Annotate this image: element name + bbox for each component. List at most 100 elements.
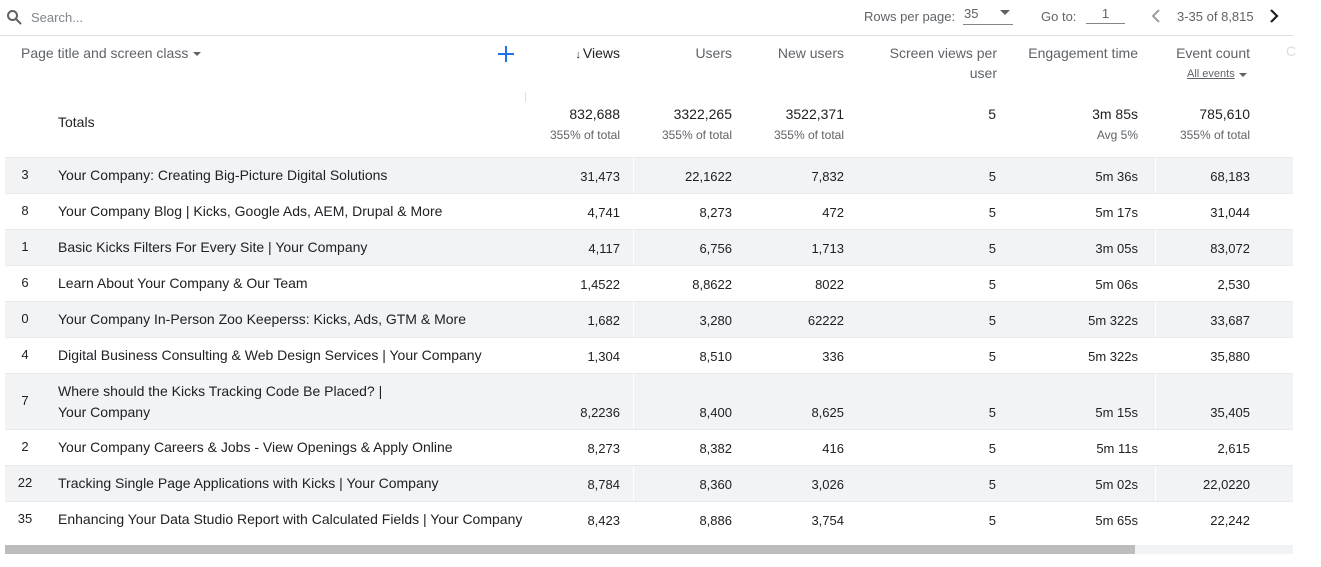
chevron-down-icon: [1000, 10, 1010, 15]
table-row[interactable]: 6 Learn About Your Company & Our Team 1,45…: [5, 265, 1293, 301]
cell-new-users: 62222: [807, 313, 844, 328]
table-row[interactable]: 0 Your Company In-Person Zoo Keeperss: Ki…: [5, 301, 1293, 337]
table-row[interactable]: 2 Your Company Careers & Jobs - View Open…: [5, 429, 1293, 465]
page-title-link[interactable]: Your Company In-Person Zoo Keeperss: Kic…: [58, 309, 466, 330]
cell-users: 3,280: [699, 313, 732, 328]
cell-engagement-time: 5m 65s: [1095, 513, 1138, 528]
dimension-cell: [5, 466, 525, 501]
column-gap: [1155, 374, 1156, 429]
row-index: 6: [21, 275, 29, 290]
horizontal-scrollbar-thumb[interactable]: [5, 545, 1135, 554]
page-title-line: Your Company: Creating Big-Picture Digit…: [58, 167, 388, 183]
column-divider: [525, 92, 526, 102]
metric-cells: [525, 374, 1293, 429]
cell-users: 8,273: [699, 205, 732, 220]
cell-new-users: 8022: [815, 277, 844, 292]
row-index: 35: [17, 511, 33, 526]
total-users-share: 355% of total: [661, 128, 732, 142]
plus-icon[interactable]: [495, 43, 517, 65]
pagination-range: 3-35 of 8,815: [1177, 9, 1254, 24]
cell-engagement-time: 5m 322s: [1088, 349, 1138, 364]
dimension-header[interactable]: Page title and screen class: [21, 43, 202, 63]
cell-new-users: 1,713: [811, 241, 844, 256]
page-title-link[interactable]: Learn About Your Company & Our Team: [58, 273, 308, 294]
column-header-engagement-time[interactable]: Engagement time: [1028, 45, 1138, 61]
cell-engagement-time: 5m 322s: [1088, 313, 1138, 328]
column-gap: [633, 266, 634, 301]
column-gap: [1155, 466, 1156, 501]
page-title-link[interactable]: Tracking Single Page Applications with K…: [58, 473, 439, 494]
metric-cells: [525, 302, 1293, 337]
table-row[interactable]: 4 Digital Business Consulting & Web Desig…: [5, 337, 1293, 373]
table-row[interactable]: 8 Your Company Blog | Kicks, Google Ads, …: [5, 193, 1293, 229]
page-title-link[interactable]: Enhancing Your Data Studio Report with C…: [58, 509, 522, 530]
page-title-link[interactable]: Digital Business Consulting & Web Design…: [58, 345, 482, 366]
cell-engagement-time: 5m 36s: [1095, 169, 1138, 184]
row-index: 1: [21, 239, 29, 254]
dimension-cell: [5, 302, 525, 337]
cell-views: 31,473: [580, 169, 620, 184]
column-gap: [633, 158, 634, 193]
cell-event-count: 2,615: [1217, 441, 1250, 456]
column-gap: [633, 230, 634, 265]
chevron-right-icon[interactable]: [1266, 6, 1282, 26]
go-to-page-input[interactable]: [1086, 4, 1125, 24]
page-title-link[interactable]: Where should the Kicks Tracking Code Be …: [58, 381, 382, 423]
page-title-line: Learn About Your Company & Our Team: [58, 275, 308, 291]
cell-engagement-time: 5m 15s: [1095, 405, 1138, 420]
column-header-views[interactable]: ↓ Views: [520, 43, 620, 65]
table-row[interactable]: 3 Your Company: Creating Big-Picture Digi…: [5, 157, 1293, 193]
search-input[interactable]: [31, 6, 331, 28]
dimension-header-label: Page title and screen class: [21, 45, 189, 61]
total-views-share: 355% of total: [549, 128, 620, 142]
rows-per-page-select[interactable]: 35: [963, 5, 1013, 25]
column-header-new-users[interactable]: New users: [777, 45, 844, 61]
column-gap: [633, 502, 634, 537]
chevron-left-icon[interactable]: [1148, 6, 1164, 26]
column-gap: [633, 302, 634, 337]
table-row[interactable]: 1 Basic Kicks Filters For Every Site | Yo…: [5, 229, 1293, 265]
caret-down-icon: [193, 52, 202, 56]
cell-screen-views-per-user: 5: [988, 405, 996, 420]
cell-screen-views-per-user: 5: [988, 513, 996, 528]
total-users: 3322,265: [673, 106, 732, 122]
cell-event-count: 2,530: [1217, 277, 1250, 292]
total-new-users-share: 355% of total: [773, 128, 844, 142]
table-row[interactable]: 7 Where should the Kicks Tracking Code Be…: [5, 373, 1293, 429]
cell-users: 8,510: [699, 349, 732, 364]
cell-users: 22,1622: [685, 169, 732, 184]
cell-new-users: 416: [822, 441, 844, 456]
row-index: 2: [21, 439, 29, 454]
column-gap: [633, 194, 634, 229]
dimension-cell: [5, 158, 525, 193]
page-title-line: Tracking Single Page Applications with K…: [58, 475, 439, 491]
table-toolbar: Rows per page: 35 Go to: 3-35 of 8,815: [0, 0, 1321, 34]
cell-event-count: 35,880: [1210, 349, 1250, 364]
column-gap: [1155, 266, 1156, 301]
page-title-line: Your Company In-Person Zoo Keeperss: Kic…: [58, 311, 466, 327]
page-title-link[interactable]: Basic Kicks Filters For Every Site | You…: [58, 237, 367, 258]
caret-down-icon: [1238, 73, 1247, 77]
cell-new-users: 3,754: [811, 513, 844, 528]
column-gap: [1155, 194, 1156, 229]
table-row[interactable]: 22 Tracking Single Page Applications with…: [5, 465, 1293, 501]
rows-per-page-value: 35: [964, 6, 979, 21]
cell-event-count: 33,687: [1210, 313, 1250, 328]
page-title-line: Digital Business Consulting & Web Design…: [58, 347, 482, 363]
cell-views: 8,273: [587, 441, 620, 456]
page-title-link[interactable]: Your Company Blog | Kicks, Google Ads, A…: [58, 201, 442, 222]
total-new-users: 3522,371: [785, 106, 844, 122]
totals-label: Totals: [58, 114, 95, 130]
total-engagement-time: 3m 85s: [1092, 106, 1138, 122]
table-row[interactable]: 35 Enhancing Your Data Studio Report with…: [5, 501, 1293, 537]
event-filter-dropdown[interactable]: All events: [1187, 68, 1247, 80]
page-title-link[interactable]: Your Company: Creating Big-Picture Digit…: [58, 165, 387, 186]
column-gap: [1155, 158, 1156, 193]
column-header-event-count[interactable]: Event count: [1176, 45, 1250, 61]
column-header-users[interactable]: Users: [695, 45, 732, 61]
page-title-link[interactable]: Your Company Careers & Jobs - View Openi…: [58, 437, 453, 458]
column-header-screen-views-per-user[interactable]: Screen views per user: [889, 45, 997, 81]
page-title-line: Your Company: [58, 404, 151, 420]
column-gap: [1155, 338, 1156, 373]
rows-per-page-label: Rows per page:: [864, 9, 956, 24]
